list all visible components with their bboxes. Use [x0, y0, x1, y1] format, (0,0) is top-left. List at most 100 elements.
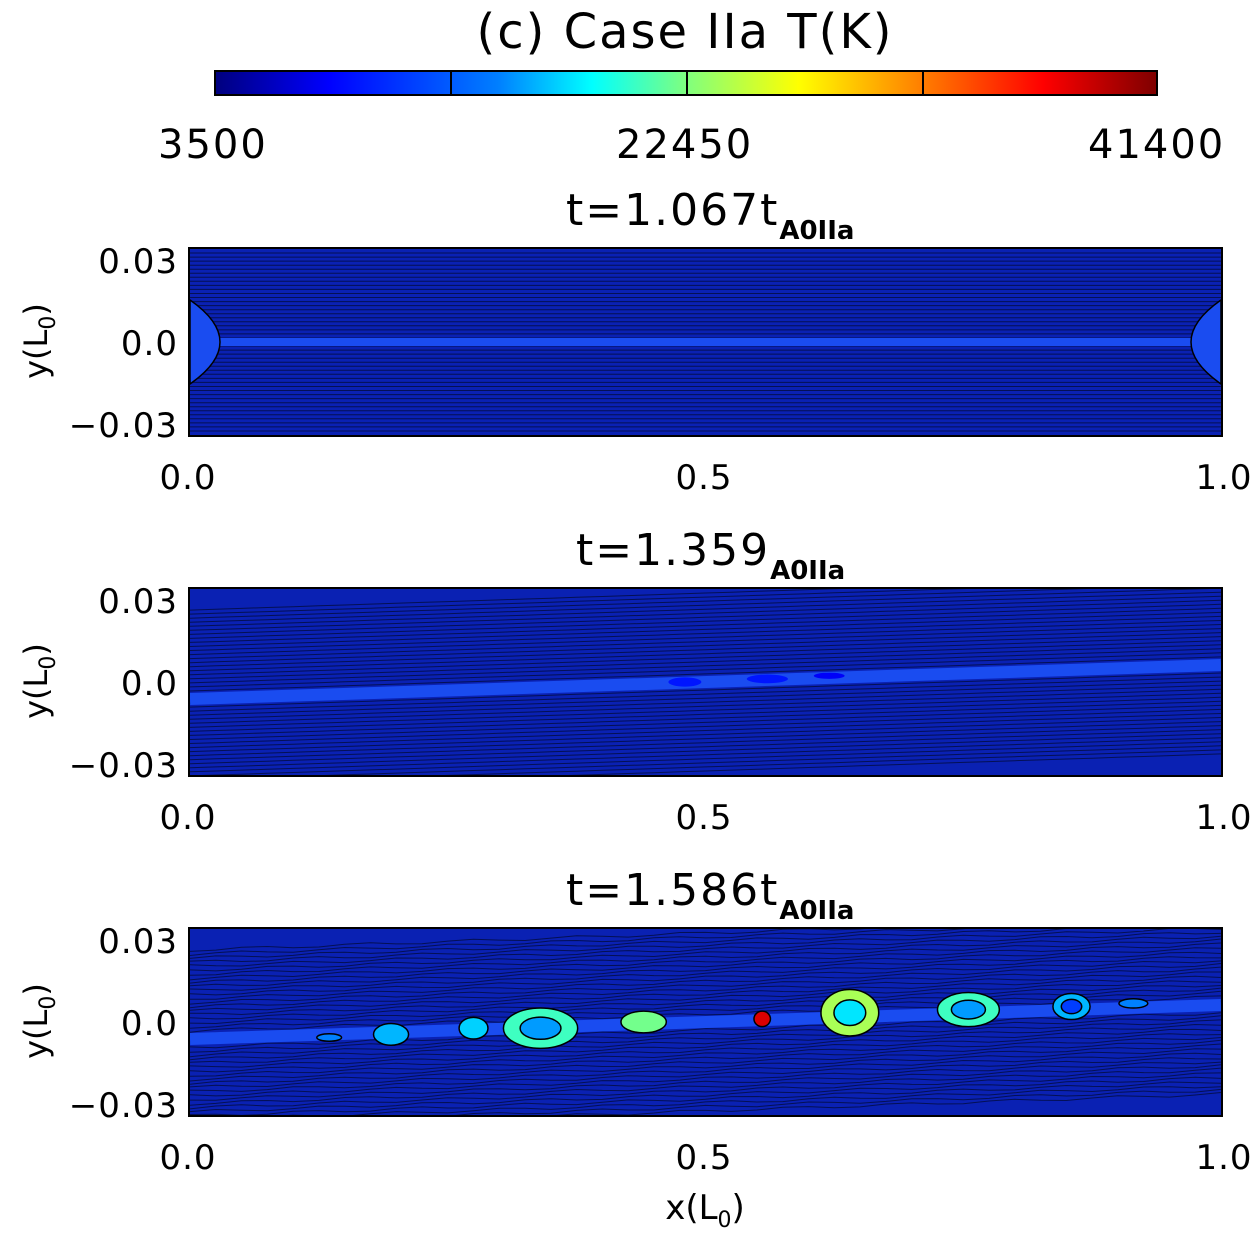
field-line — [190, 644, 1221, 680]
field-line — [190, 611, 1221, 647]
field-line — [190, 589, 967, 615]
field-line — [190, 929, 966, 956]
y-axis-label: y(L0) — [17, 983, 61, 1059]
chart-title: (c) Case IIa T(K) — [476, 4, 894, 60]
field-line — [190, 624, 1221, 660]
field-line — [190, 700, 1221, 736]
field-line — [190, 1028, 1221, 1063]
field-line — [190, 1012, 1221, 1049]
field-line — [190, 947, 1221, 984]
panel-1-title-sub: A0IIa — [779, 216, 855, 246]
field-line — [190, 987, 1221, 1025]
heatmap-panel-3 — [188, 927, 1223, 1117]
colorbar-tick — [686, 72, 688, 96]
y-tick-label: 0.03 — [98, 582, 178, 622]
field-line — [190, 656, 1221, 692]
field-line — [190, 603, 1221, 639]
plasmoid — [620, 1010, 668, 1034]
field-line — [190, 591, 1221, 627]
field-line — [190, 995, 1221, 1033]
panel-1-title: t=1.067tA0IIa — [566, 185, 854, 247]
colorbar-max-label: 41400 — [1088, 122, 1226, 168]
field-line — [190, 935, 1221, 972]
field-line — [190, 932, 1221, 967]
field-line — [190, 1019, 1221, 1058]
y-tick-label: −0.03 — [68, 406, 178, 446]
x-tick-label: 0.0 — [159, 798, 217, 838]
field-line — [556, 1092, 1221, 1115]
x-tick-label: 1.0 — [1195, 798, 1253, 838]
plasmoid-core — [519, 1016, 562, 1041]
y-tick-label: 0.03 — [98, 922, 178, 962]
field-line — [190, 595, 1221, 631]
field-line — [190, 672, 1221, 708]
field-line — [190, 990, 1221, 1029]
field-line — [190, 648, 1221, 684]
field-line — [190, 733, 1221, 769]
field-line — [190, 652, 1221, 688]
field-line — [190, 1061, 1221, 1097]
field-line — [190, 717, 1221, 753]
field-line — [201, 741, 1221, 775]
plasmoid-core — [833, 999, 867, 1027]
y-axis-label: y(L0) — [17, 303, 61, 379]
field-line — [190, 1067, 1221, 1106]
y-axis-label: y(L0) — [17, 643, 61, 719]
plasmoid — [746, 674, 788, 684]
plasmoid — [753, 1010, 772, 1028]
field-line — [190, 1052, 1221, 1088]
colorbar — [214, 70, 1158, 96]
panel-1-title-main: t=1.067t — [566, 185, 780, 236]
plasmoid — [668, 677, 702, 687]
panel-3-title-sub: A0IIa — [779, 896, 855, 926]
y-tick-label: 0.0 — [120, 664, 178, 704]
x-axis-label: x(L0) — [665, 1188, 745, 1233]
field-line — [190, 620, 1221, 656]
field-line — [190, 676, 1221, 712]
plasmoid — [458, 1016, 489, 1040]
colorbar-min-label: 3500 — [158, 122, 268, 168]
x-tick-label: 0.0 — [159, 458, 217, 498]
separatrix-wedge — [1190, 299, 1221, 385]
field-line — [190, 1076, 1221, 1113]
field-line — [190, 956, 1221, 991]
field-line — [287, 1086, 1221, 1115]
field-line — [190, 680, 1221, 716]
colorbar-tick — [922, 72, 924, 96]
field-line — [190, 696, 1221, 732]
field-line — [190, 1048, 1221, 1085]
x-tick-label: 0.5 — [675, 1138, 733, 1178]
field-line — [444, 749, 1221, 775]
field-line — [190, 589, 1087, 619]
colorbar-tick — [450, 72, 452, 96]
field-line — [190, 636, 1221, 672]
field-line — [190, 688, 1221, 724]
field-line — [190, 1081, 1221, 1115]
field-line — [190, 692, 1221, 728]
x-tick-label: 1.0 — [1195, 458, 1253, 498]
field-line — [190, 1037, 1221, 1073]
field-line — [190, 942, 1221, 981]
field-line — [190, 975, 1221, 1011]
field-line — [190, 589, 1210, 623]
field-line — [190, 708, 1221, 744]
field-line — [190, 951, 1221, 987]
panel-2-title: t=1.359A0IIa — [576, 526, 845, 587]
plasmoid — [372, 1022, 410, 1047]
x-tick-label: 0.0 — [159, 1138, 217, 1178]
field-line — [190, 929, 865, 952]
field-lines — [190, 929, 1221, 1115]
field-lines — [190, 589, 1221, 775]
separatrix-wedge — [190, 299, 221, 385]
field-line — [190, 704, 1221, 740]
field-line — [190, 684, 1221, 720]
heatmap-svg — [190, 929, 1221, 1115]
y-tick-label: 0.0 — [120, 324, 178, 364]
x-tick-label: 0.5 — [675, 798, 733, 838]
field-line — [324, 745, 1221, 775]
field-line — [190, 640, 1221, 676]
y-tick-label: −0.03 — [68, 746, 178, 786]
field-line — [190, 1015, 1221, 1053]
field-line — [190, 985, 1221, 1020]
field-line — [190, 1023, 1221, 1061]
